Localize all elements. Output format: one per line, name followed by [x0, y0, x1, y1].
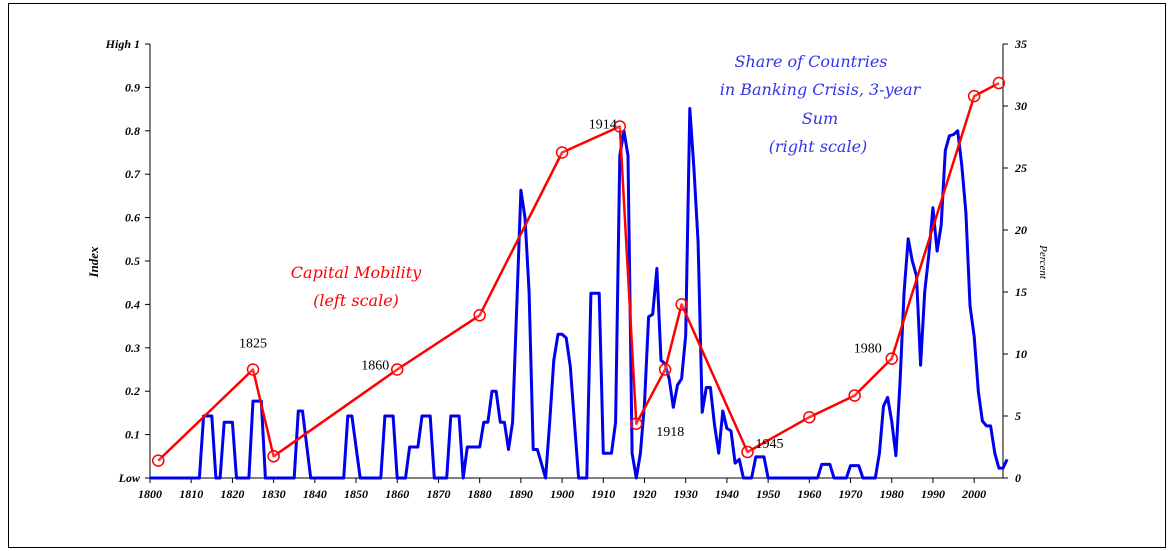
y-left-tick-label: Low: [118, 471, 141, 485]
x-tick-label: 1980: [880, 487, 904, 501]
capital-mobility-point: [630, 417, 643, 430]
y-left-tick-label: 0.2: [125, 384, 140, 398]
y-right-tick-label: 0: [1015, 471, 1021, 485]
x-tick-label: 1840: [303, 487, 327, 501]
y-right-tick-label: 25: [1014, 161, 1027, 175]
x-tick-label: 1920: [632, 487, 656, 501]
x-tick-label: 1900: [550, 487, 574, 501]
capital-mobility-point: [555, 146, 569, 159]
x-tick-label: 1930: [674, 487, 698, 501]
year-annotation: 1860: [361, 359, 389, 374]
x-tick-label: 1800: [138, 487, 162, 501]
x-tick-label: 1830: [262, 487, 286, 501]
y-right-tick-label: 35: [1014, 37, 1027, 51]
capital-mobility-point: [613, 120, 627, 133]
y-left-tick-label: 0.7: [125, 167, 141, 181]
capital-mobility-point: [885, 352, 898, 365]
x-tick-label: 1880: [468, 487, 492, 501]
capital-mobility-point: [741, 445, 754, 459]
x-tick-label: 1870: [426, 487, 450, 501]
y-right-tick-label: 10: [1015, 347, 1027, 361]
y-left-tick-label: 0.5: [125, 254, 140, 268]
capital-mobility-label: (left scale): [313, 291, 399, 310]
capital-mobility-point: [848, 389, 861, 402]
capital-mobility-point: [151, 454, 165, 467]
banking-crisis-label: Share of Countries: [734, 52, 887, 71]
y-left-tick-label: 0.9: [125, 80, 140, 94]
capital-mobility-label: Capital Mobility: [291, 263, 422, 282]
y-left-tick-label: 0.8: [125, 124, 140, 138]
x-tick-label: 1810: [179, 487, 203, 501]
y-left-axis-title: Index: [86, 246, 101, 279]
banking-crisis-label: (right scale): [769, 137, 868, 156]
y-left-tick-label: 0.6: [125, 211, 140, 225]
capital-mobility-point: [473, 309, 486, 322]
year-annotation: 1914: [589, 117, 617, 132]
y-right-tick-label: 20: [1014, 223, 1027, 237]
x-tick-label: 2000: [961, 487, 986, 501]
capital-mobility-point: [992, 76, 1006, 90]
banking-crisis-label: Sum: [802, 109, 838, 128]
x-tick-label: 1890: [509, 487, 533, 501]
banking-crisis-series-line: [150, 107, 1009, 480]
capital-mobility-point: [675, 298, 688, 311]
y-right-axis-title: Percent: [1037, 244, 1049, 280]
banking-crisis-label: in Banking Crisis, 3-year: [720, 80, 922, 99]
x-tick-label: 1950: [756, 487, 780, 501]
capital-mobility-point: [803, 410, 816, 424]
y-right-tick-label: 5: [1015, 409, 1021, 423]
x-tick-label: 1940: [715, 487, 739, 501]
x-tick-label: 1970: [839, 487, 863, 501]
year-annotation: 1918: [656, 425, 684, 440]
year-annotation: 1945: [756, 437, 784, 452]
y-right-tick-label: 30: [1014, 99, 1027, 113]
y-left-tick-label: 0.1: [125, 428, 140, 442]
capital-mobility-point: [267, 450, 280, 463]
capital-mobility-point: [658, 363, 672, 376]
x-tick-label: 1820: [220, 487, 244, 501]
year-annotation: 1980: [854, 342, 882, 357]
capital-mobility-point: [967, 89, 981, 103]
capital-mobility-point: [246, 363, 260, 376]
x-tick-label: 1860: [385, 487, 409, 501]
capital-mobility-point: [390, 363, 404, 376]
y-left-tick-label: 0.4: [125, 297, 140, 311]
capital-mobility-series-line: [157, 81, 1000, 462]
y-right-tick-label: 15: [1015, 285, 1027, 299]
x-tick-label: 1990: [921, 487, 945, 501]
x-tick-label: 1910: [591, 487, 615, 501]
x-tick-label: 1960: [797, 487, 821, 501]
x-tick-label: 1850: [344, 487, 368, 501]
y-left-tick-label: 0.3: [125, 341, 140, 355]
y-left-tick-label: High 1: [105, 37, 140, 51]
year-annotation: 1825: [239, 337, 267, 352]
